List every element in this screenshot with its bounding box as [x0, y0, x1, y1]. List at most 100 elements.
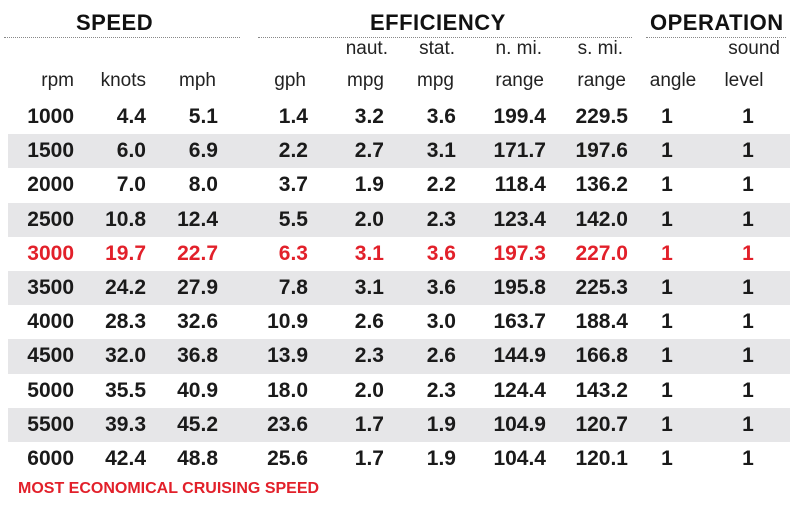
efficiency-group-rule [258, 37, 632, 38]
cell-stat-mpg: 1.9 [384, 407, 456, 442]
cell-sound: 1 [742, 378, 754, 402]
cell-sound: 1 [742, 173, 754, 197]
cell-stat-mpg: 3.6 [384, 270, 456, 306]
cell-angle: 1 [661, 446, 673, 470]
cell-rpm: 2500 [8, 202, 74, 237]
cell-nmi-range: 124.4 [493, 378, 546, 402]
cell-rpm: 3500 [8, 270, 74, 306]
cell-sound: 1 [742, 446, 754, 470]
cell-knots: 10.8 [74, 202, 146, 237]
cell-angle: 1 [628, 202, 706, 237]
cell-sound: 1 [706, 202, 790, 237]
cell-knots: 35.5 [105, 378, 146, 402]
cell-naut-mpg: 2.7 [308, 134, 384, 169]
cell-naut-mpg: 1.7 [354, 446, 384, 470]
cell-smi-range: 143.2 [575, 378, 628, 402]
cell-angle: 1 [661, 173, 673, 197]
cell-stat-mpg: 3.6 [426, 105, 456, 129]
cell-smi-range: 142.0 [546, 202, 628, 237]
cell-mph: 40.9 [177, 378, 218, 402]
cell-angle: 1 [628, 407, 706, 442]
cell-angle: 1 [661, 241, 673, 265]
cell-gph: 7.8 [218, 270, 308, 306]
cell-rpm: 1000 [27, 105, 74, 129]
table-row: 2000 7.0 8.0 3.7 1.9 2.2 118.4 136.2 1 1 [8, 168, 790, 202]
cell-sound: 1 [742, 310, 754, 334]
cell-nmi-range: 163.7 [493, 310, 546, 334]
cell-mph: 32.6 [177, 310, 218, 334]
efficiency-group-title: EFFICIENCY [370, 10, 506, 35]
cell-angle: 1 [628, 339, 706, 374]
cell-knots: 4.4 [116, 105, 146, 129]
header-stat-top: stat. [419, 38, 455, 59]
table-row: 4500 32.0 36.8 13.9 2.3 2.6 144.9 166.8 1 1 [8, 339, 790, 374]
cell-stat-mpg: 3.0 [426, 310, 456, 334]
cell-knots: 39.3 [74, 407, 146, 442]
cell-knots: 6.0 [74, 134, 146, 169]
cell-mph: 6.9 [146, 134, 218, 169]
cell-sound: 1 [706, 339, 790, 374]
cell-smi-range: 166.8 [546, 339, 628, 374]
cell-nmi-range: 171.7 [456, 134, 546, 169]
cell-smi-range: 197.6 [546, 134, 628, 169]
cell-mph: 27.9 [146, 270, 218, 306]
cell-nmi-range: 197.3 [493, 241, 546, 265]
table-body: 1000 4.4 5.1 1.4 3.2 3.6 199.4 229.5 1 1 1500 6.0 6.… [8, 100, 790, 476]
cell-sound: 1 [742, 241, 754, 265]
header-smi-top: s. mi. [577, 38, 623, 59]
cell-sound: 1 [706, 407, 790, 442]
header-sound-top: sound [728, 38, 780, 59]
cell-gph: 1.4 [278, 105, 308, 129]
cell-mph: 22.7 [177, 241, 218, 265]
table-row: 1000 4.4 5.1 1.4 3.2 3.6 199.4 229.5 1 1 [8, 100, 790, 134]
cell-rpm: 2000 [27, 173, 74, 197]
cell-rpm: 1500 [8, 134, 74, 169]
cell-nmi-range: 199.4 [493, 105, 546, 129]
cell-stat-mpg: 3.6 [426, 241, 456, 265]
cell-rpm: 5500 [8, 407, 74, 442]
cell-knots: 32.0 [74, 339, 146, 374]
cell-mph: 12.4 [146, 202, 218, 237]
cell-gph: 25.6 [267, 446, 308, 470]
cell-gph: 3.7 [278, 173, 308, 197]
cell-nmi-range: 104.9 [456, 407, 546, 442]
cell-gph: 18.0 [267, 378, 308, 402]
cell-rpm: 5000 [27, 378, 74, 402]
cell-naut-mpg: 3.2 [354, 105, 384, 129]
table-row: 5500 39.3 45.2 23.6 1.7 1.9 104.9 120.7 1 1 [8, 407, 790, 442]
table-row: 5000 35.5 40.9 18.0 2.0 2.3 124.4 143.2 1 1 [8, 374, 790, 408]
cell-naut-mpg: 2.0 [308, 202, 384, 237]
cell-naut-mpg: 3.1 [308, 270, 384, 306]
cell-naut-mpg: 2.0 [354, 378, 384, 402]
cell-gph: 13.9 [218, 339, 308, 374]
cell-stat-mpg: 2.3 [384, 202, 456, 237]
cell-angle: 1 [661, 105, 673, 129]
cell-mph: 48.8 [177, 446, 218, 470]
cell-knots: 19.7 [105, 241, 146, 265]
cell-mph: 5.1 [188, 105, 218, 129]
operation-group-title: OPERATION [650, 10, 784, 35]
cell-stat-mpg: 2.2 [426, 173, 456, 197]
cell-smi-range: 225.3 [546, 270, 628, 306]
cell-knots: 7.0 [116, 173, 146, 197]
cell-gph: 6.3 [278, 241, 308, 265]
cell-smi-range: 227.0 [575, 241, 628, 265]
cell-rpm: 6000 [27, 446, 74, 470]
cell-mph: 36.8 [146, 339, 218, 374]
cell-smi-range: 136.2 [575, 173, 628, 197]
cell-gph: 2.2 [218, 134, 308, 169]
cell-angle: 1 [661, 310, 673, 334]
table-row: 6000 42.4 48.8 25.6 1.7 1.9 104.4 120.1 1 1 [8, 442, 790, 476]
table-row: 2500 10.8 12.4 5.5 2.0 2.3 123.4 142.0 1 1 [8, 202, 790, 237]
cell-stat-mpg: 2.3 [426, 378, 456, 402]
header-naut-top: naut. [345, 38, 388, 59]
cell-angle: 1 [628, 134, 706, 169]
header-knots: knots [100, 70, 146, 91]
header-naut-bottom: mpg [347, 70, 384, 91]
cell-gph: 5.5 [218, 202, 308, 237]
cell-angle: 1 [628, 270, 706, 306]
cell-knots: 24.2 [74, 270, 146, 306]
header-mph: mph [179, 70, 216, 91]
cell-stat-mpg: 1.9 [426, 446, 456, 470]
cell-smi-range: 120.7 [546, 407, 628, 442]
